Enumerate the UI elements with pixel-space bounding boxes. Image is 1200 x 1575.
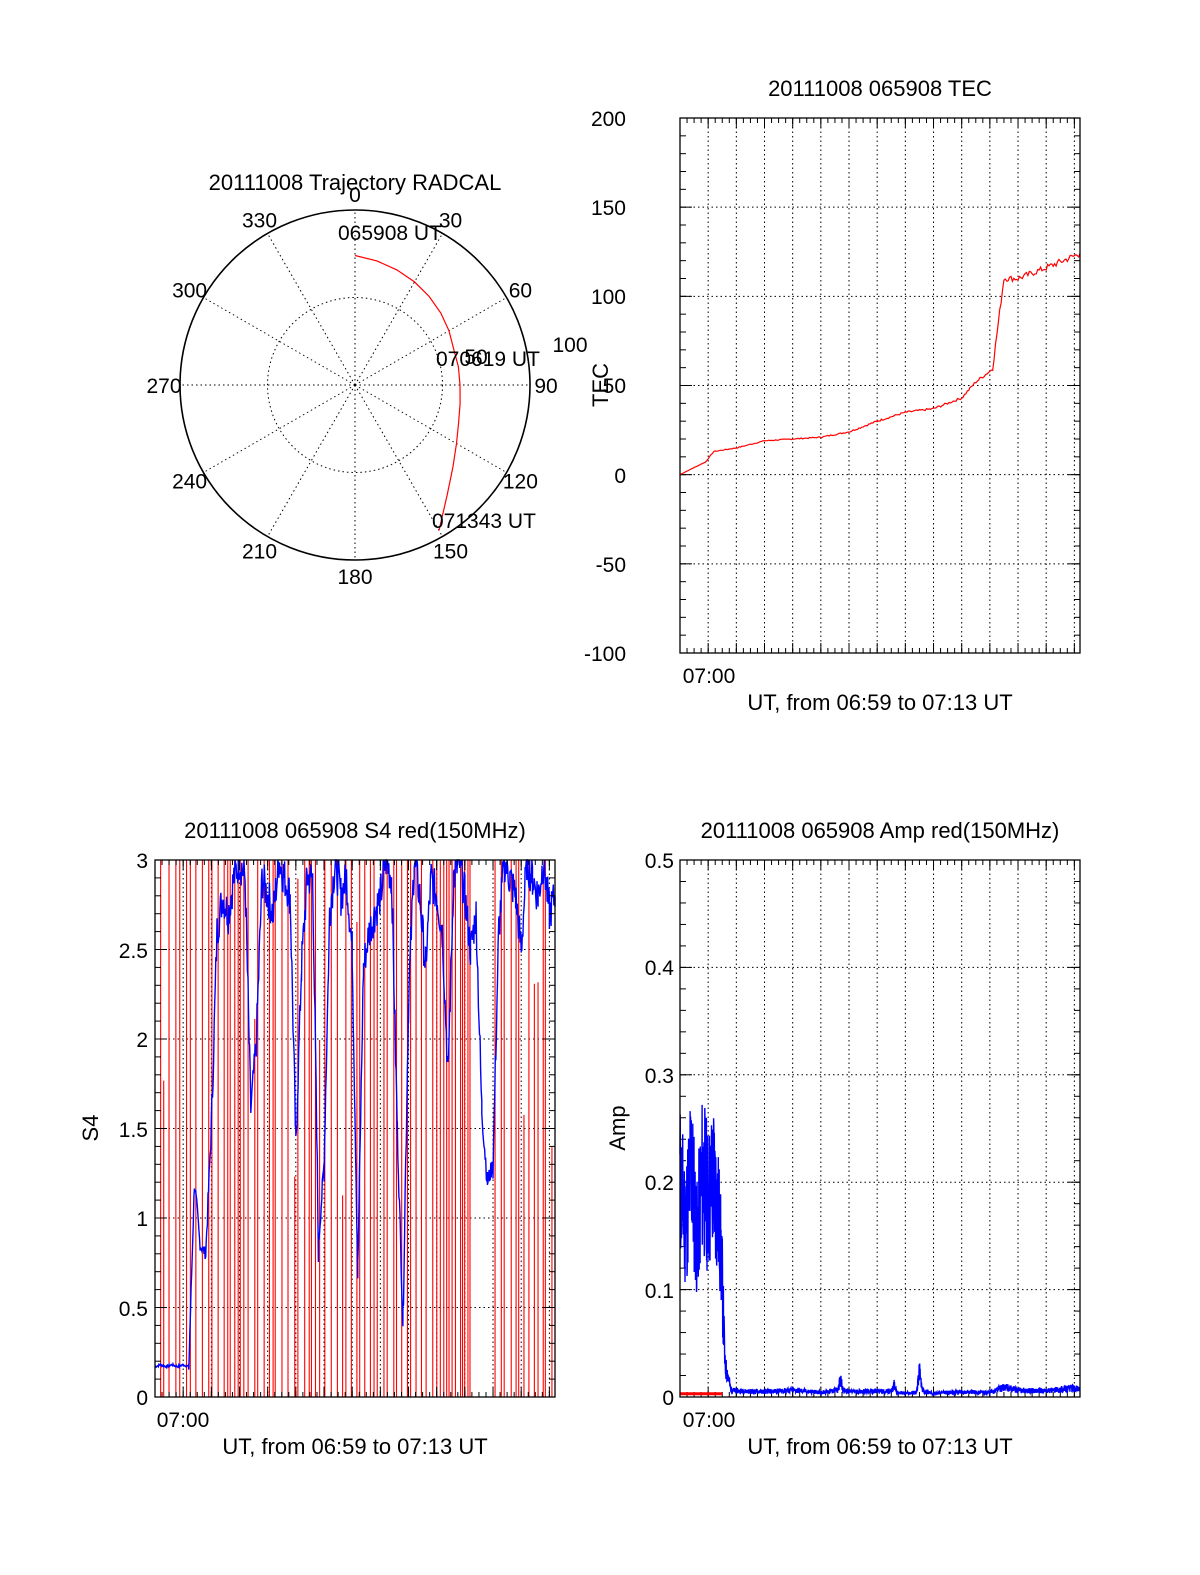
- amp-title: 20111008 065908 Amp red(150MHz): [701, 818, 1060, 843]
- trajectory-start-annotation: 065908 UT: [338, 222, 442, 245]
- tec-ticks: [679, 117, 1080, 654]
- s4-title: 20111008 065908 S4 red(150MHz): [184, 818, 526, 843]
- s4-ytick-label: 2.5: [119, 940, 148, 963]
- polar-azimuth-label: 60: [509, 280, 532, 303]
- amp-ytick-label: 0.4: [645, 957, 675, 980]
- polar-azimuth-labels: 0 30 60 90 120 150 180 210 240 270 300 330: [146, 184, 557, 589]
- amp-blue-series-line: [679, 1104, 1081, 1397]
- polar-azimuth-label: 30: [439, 210, 462, 233]
- s4-x-axis-label: UT, from 06:59 to 07:13 UT: [222, 1434, 487, 1459]
- s4-xtick-label: 07:00: [157, 1409, 210, 1432]
- s4-ticks: [154, 859, 555, 1398]
- amp-panel: 20111008 065908 Amp red(150MHz) 0.5 0.4 …: [605, 818, 1081, 1459]
- tec-ytick-label: 100: [591, 286, 626, 309]
- s4-plot-frame: [154, 859, 556, 1398]
- s4-ytick-label: 0.5: [119, 1298, 148, 1321]
- polar-azimuth-label: 330: [242, 210, 277, 233]
- polar-azimuth-label: 210: [242, 540, 277, 563]
- polar-outer-ring: [179, 209, 531, 561]
- s4-blue-series-line: [154, 858, 556, 1370]
- polar-azimuth-label: 240: [172, 471, 207, 494]
- tec-ytick-label: 150: [591, 197, 626, 220]
- s4-red-bars: [160, 860, 553, 1397]
- s4-panel: 20111008 065908 S4 red(150MHz) 3 2.5 2 1…: [78, 818, 556, 1459]
- polar-azimuth-label: 270: [146, 375, 181, 398]
- polar-title: 20111008 Trajectory RADCAL: [209, 170, 502, 195]
- polar-radial-label-50: 50: [464, 346, 487, 369]
- polar-grid: [180, 210, 530, 560]
- amp-ytick-label: 0.5: [645, 850, 674, 873]
- amp-ytick-label: 0.2: [645, 1172, 674, 1195]
- tec-plot-frame: [679, 117, 1081, 654]
- polar-azimuth-label: 90: [534, 375, 557, 398]
- tec-grid: [680, 117, 1080, 654]
- polar-azimuth-label: 150: [433, 540, 468, 563]
- s4-ytick-label: 2: [136, 1029, 148, 1052]
- s4-ytick-label: 0: [136, 1387, 148, 1410]
- polar-trajectory-line: [354, 254, 461, 531]
- amp-xtick-label: 07:00: [683, 1409, 736, 1432]
- tec-series-line: [679, 253, 1081, 476]
- tec-xtick-label: 07:00: [683, 665, 736, 688]
- s4-y-axis-label: S4: [78, 1115, 103, 1142]
- tec-panel: 20111008 065908 TEC 200 150 100 50 0 -50…: [584, 76, 1081, 715]
- tec-ytick-label: 50: [603, 375, 626, 398]
- s4-ytick-label: 1: [136, 1208, 148, 1231]
- polar-panel: 20111008 Trajectory RADCAL 0 30 60 90 120 150…: [146, 170, 587, 589]
- trajectory-mid-annotation: 070619 UT: [436, 348, 540, 371]
- tec-x-axis-label: UT, from 06:59 to 07:13 UT: [747, 690, 1012, 715]
- tec-ytick-label: 200: [591, 108, 626, 131]
- amp-x-axis-label: UT, from 06:59 to 07:13 UT: [747, 1434, 1012, 1459]
- polar-azimuth-label: 0: [349, 184, 361, 207]
- tec-ytick-label: -100: [584, 643, 626, 666]
- polar-azimuth-label: 120: [503, 471, 538, 494]
- amp-plot-frame: [679, 859, 1081, 1398]
- amp-ytick-label: 0.1: [645, 1280, 674, 1303]
- tec-ytick-label: -50: [596, 554, 626, 577]
- tec-y-axis-label: TEC: [588, 363, 613, 407]
- amp-ytick-label: 0: [662, 1387, 674, 1410]
- s4-ytick-label: 1.5: [119, 1119, 148, 1142]
- polar-azimuth-label: 300: [172, 280, 207, 303]
- tec-ytick-label: 0: [614, 465, 626, 488]
- polar-inner-ring: [267, 297, 443, 473]
- tec-title: 20111008 065908 TEC: [768, 76, 992, 101]
- amp-y-axis-label: Amp: [605, 1105, 630, 1150]
- amp-ytick-label: 0.3: [645, 1065, 674, 1088]
- polar-radial-label-100: 100: [552, 334, 587, 357]
- polar-azimuth-label: 180: [337, 566, 372, 589]
- s4-ytick-label: 3: [136, 850, 148, 873]
- trajectory-end-annotation: 071343 UT: [432, 510, 536, 533]
